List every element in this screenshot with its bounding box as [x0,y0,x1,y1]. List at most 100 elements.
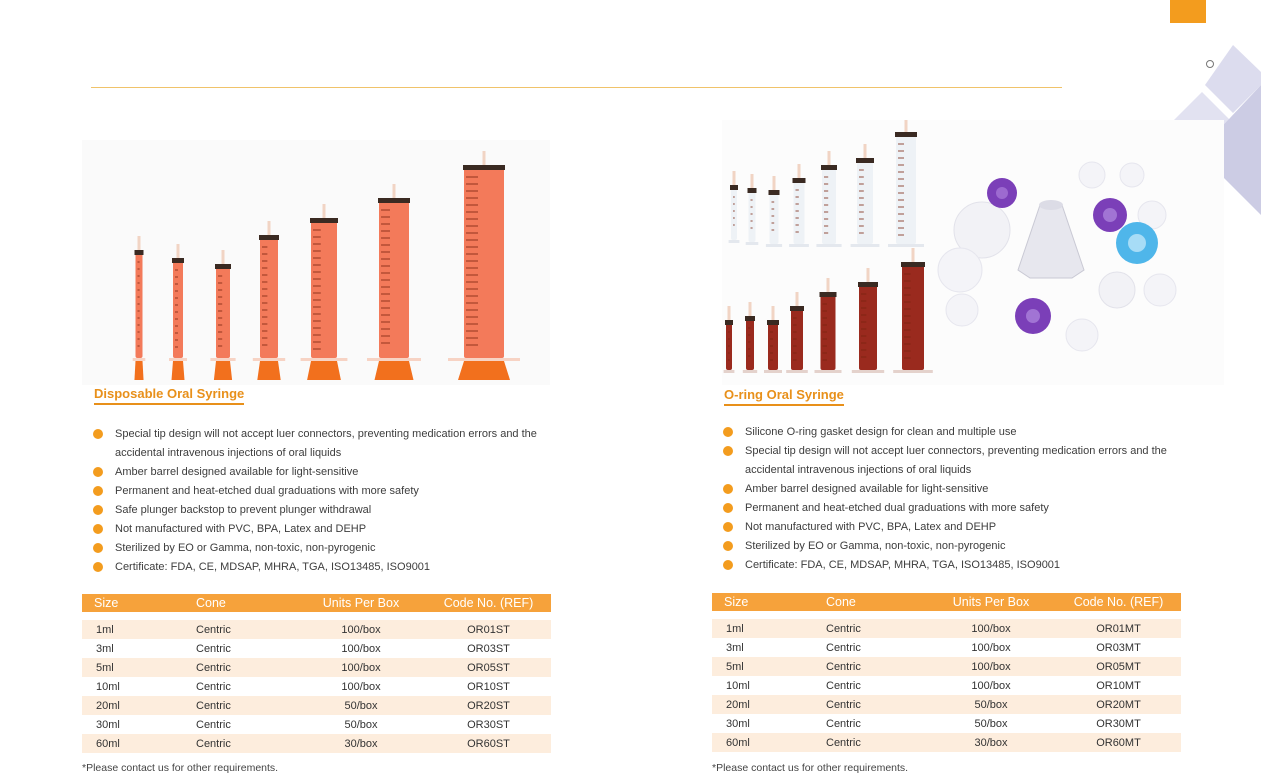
table-spacer-row [82,612,551,620]
bullet-dot-icon [93,543,103,553]
corner-accent-square [1170,0,1206,23]
table-header-row: Size Cone Units Per Box Code No. (REF) [712,593,1181,611]
disposable-oral-syringe-photo [82,140,550,385]
cell-units-per-box: 50/box [296,715,426,734]
syringe-icon [723,306,735,373]
feature-text: Amber barrel designed available for ligh… [745,483,989,495]
cell-cone: Centric [826,714,926,733]
table-header-row: Size Cone Units Per Box Code No. (REF) [82,594,551,612]
bullet-dot-icon [93,524,103,534]
bullet-dot-icon [93,467,103,477]
cell-code-no: OR05MT [1056,657,1181,676]
cell-code-no: OR20MT [1056,695,1181,714]
decorative-circle [1206,60,1214,68]
cell-cone: Centric [196,715,296,734]
col-header-code-no: Code No. (REF) [426,594,551,612]
syringe-icon [888,120,924,247]
table-row: 3ml Centric 100/box OR03ST [82,639,551,658]
feature-item: Amber barrel designed available for ligh… [93,463,563,482]
syringe-icon [814,278,842,373]
cell-size: 10ml [712,676,826,695]
cell-size: 3ml [82,639,196,658]
bullet-dot-icon [723,503,733,513]
cell-cone: Centric [196,620,296,639]
cell-size: 5ml [712,657,826,676]
cell-size: 30ml [712,714,826,733]
footnote-disposable: *Please contact us for other requirement… [82,762,279,774]
spec-table-disposable: Size Cone Units Per Box Code No. (REF) 1… [82,594,551,753]
feature-text: Not manufactured with PVC, BPA, Latex an… [115,523,367,535]
cell-code-no: OR01MT [1056,619,1181,638]
cell-code-no: OR03MT [1056,638,1181,657]
cell-code-no: OR10ST [426,677,551,696]
table-row: 20ml Centric 50/box OR20ST [82,696,551,715]
table-row: 5ml Centric 100/box OR05ST [82,658,551,677]
table-row: 20ml Centric 50/box OR20MT [712,695,1181,714]
feature-item: Certificate: FDA, CE, MDSAP, MHRA, TGA, … [723,556,1193,575]
cell-size: 30ml [82,715,196,734]
col-header-units-per-box: Units Per Box [296,594,426,612]
syringe-icon [765,176,783,247]
feature-item: Sterilized by EO or Gamma, non-toxic, no… [93,539,563,558]
table-row: 10ml Centric 100/box OR10MT [712,676,1181,695]
cell-size: 60ml [82,734,196,753]
feature-text: Permanent and heat-etched dual graduatio… [745,502,1049,514]
feature-text: Sterilized by EO or Gamma, non-toxic, no… [115,542,376,554]
cell-units-per-box: 30/box [926,733,1056,752]
cell-cone: Centric [196,677,296,696]
feature-text: Special tip design will not accept luer … [745,445,1167,476]
feature-item: Special tip design will not accept luer … [723,442,1193,480]
cell-cone: Centric [196,658,296,677]
cell-cone: Centric [826,676,926,695]
section-title-disposable-oral-syringe: Disposable Oral Syringe [94,386,245,405]
cell-size: 10ml [82,677,196,696]
cell-size: 5ml [82,658,196,677]
col-header-cone: Cone [826,593,926,611]
bullet-dot-icon [93,562,103,572]
header-divider-line [91,87,1062,88]
syringe-icon [448,151,520,380]
cell-cone: Centric [826,733,926,752]
feature-text: Certificate: FDA, CE, MDSAP, MHRA, TGA, … [115,561,431,573]
table-row: 30ml Centric 50/box OR30MT [712,714,1181,733]
cell-units-per-box: 100/box [926,619,1056,638]
spec-table-o-ring: Size Cone Units Per Box Code No. (REF) 1… [712,593,1181,752]
feature-list-o-ring: Silicone O-ring gasket design for clean … [723,423,1193,575]
cell-units-per-box: 100/box [296,639,426,658]
syringe-icon [789,164,809,247]
cell-size: 3ml [712,638,826,657]
bullet-dot-icon [723,541,733,551]
cell-units-per-box: 100/box [926,657,1056,676]
syringe-icon [132,236,146,380]
cell-units-per-box: 30/box [296,734,426,753]
bullet-dot-icon [93,486,103,496]
syringe-icon [786,292,808,373]
cell-cone: Centric [196,639,296,658]
footnote-o-ring: *Please contact us for other requirement… [712,762,909,774]
o-ring-caps-icon [937,161,1177,352]
cell-code-no: OR30ST [426,715,551,734]
feature-text: Safe plunger backstop to prevent plunger… [115,504,372,516]
feature-text: Permanent and heat-etched dual graduatio… [115,485,419,497]
feature-item: Silicone O-ring gasket design for clean … [723,423,1193,442]
feature-item: Not manufactured with PVC, BPA, Latex an… [93,520,563,539]
feature-text: Sterilized by EO or Gamma, non-toxic, no… [745,540,1006,552]
bullet-dot-icon [723,484,733,494]
col-header-cone: Cone [196,594,296,612]
cell-code-no: OR01ST [426,620,551,639]
bullet-dot-icon [723,427,733,437]
o-ring-oral-syringe-photo [722,120,1224,385]
feature-item: Permanent and heat-etched dual graduatio… [723,499,1193,518]
feature-text: Silicone O-ring gasket design for clean … [745,426,1017,438]
cell-cone: Centric [826,638,926,657]
table-row: 1ml Centric 100/box OR01MT [712,619,1181,638]
bullet-dot-icon [93,429,103,439]
feature-item: Not manufactured with PVC, BPA, Latex an… [723,518,1193,537]
table-row: 3ml Centric 100/box OR03MT [712,638,1181,657]
cell-units-per-box: 100/box [926,676,1056,695]
table-row: 1ml Centric 100/box OR01ST [82,620,551,639]
syringe-icon [728,171,740,243]
cell-size: 20ml [712,695,826,714]
cell-units-per-box: 50/box [926,695,1056,714]
cell-code-no: OR60ST [426,734,551,753]
